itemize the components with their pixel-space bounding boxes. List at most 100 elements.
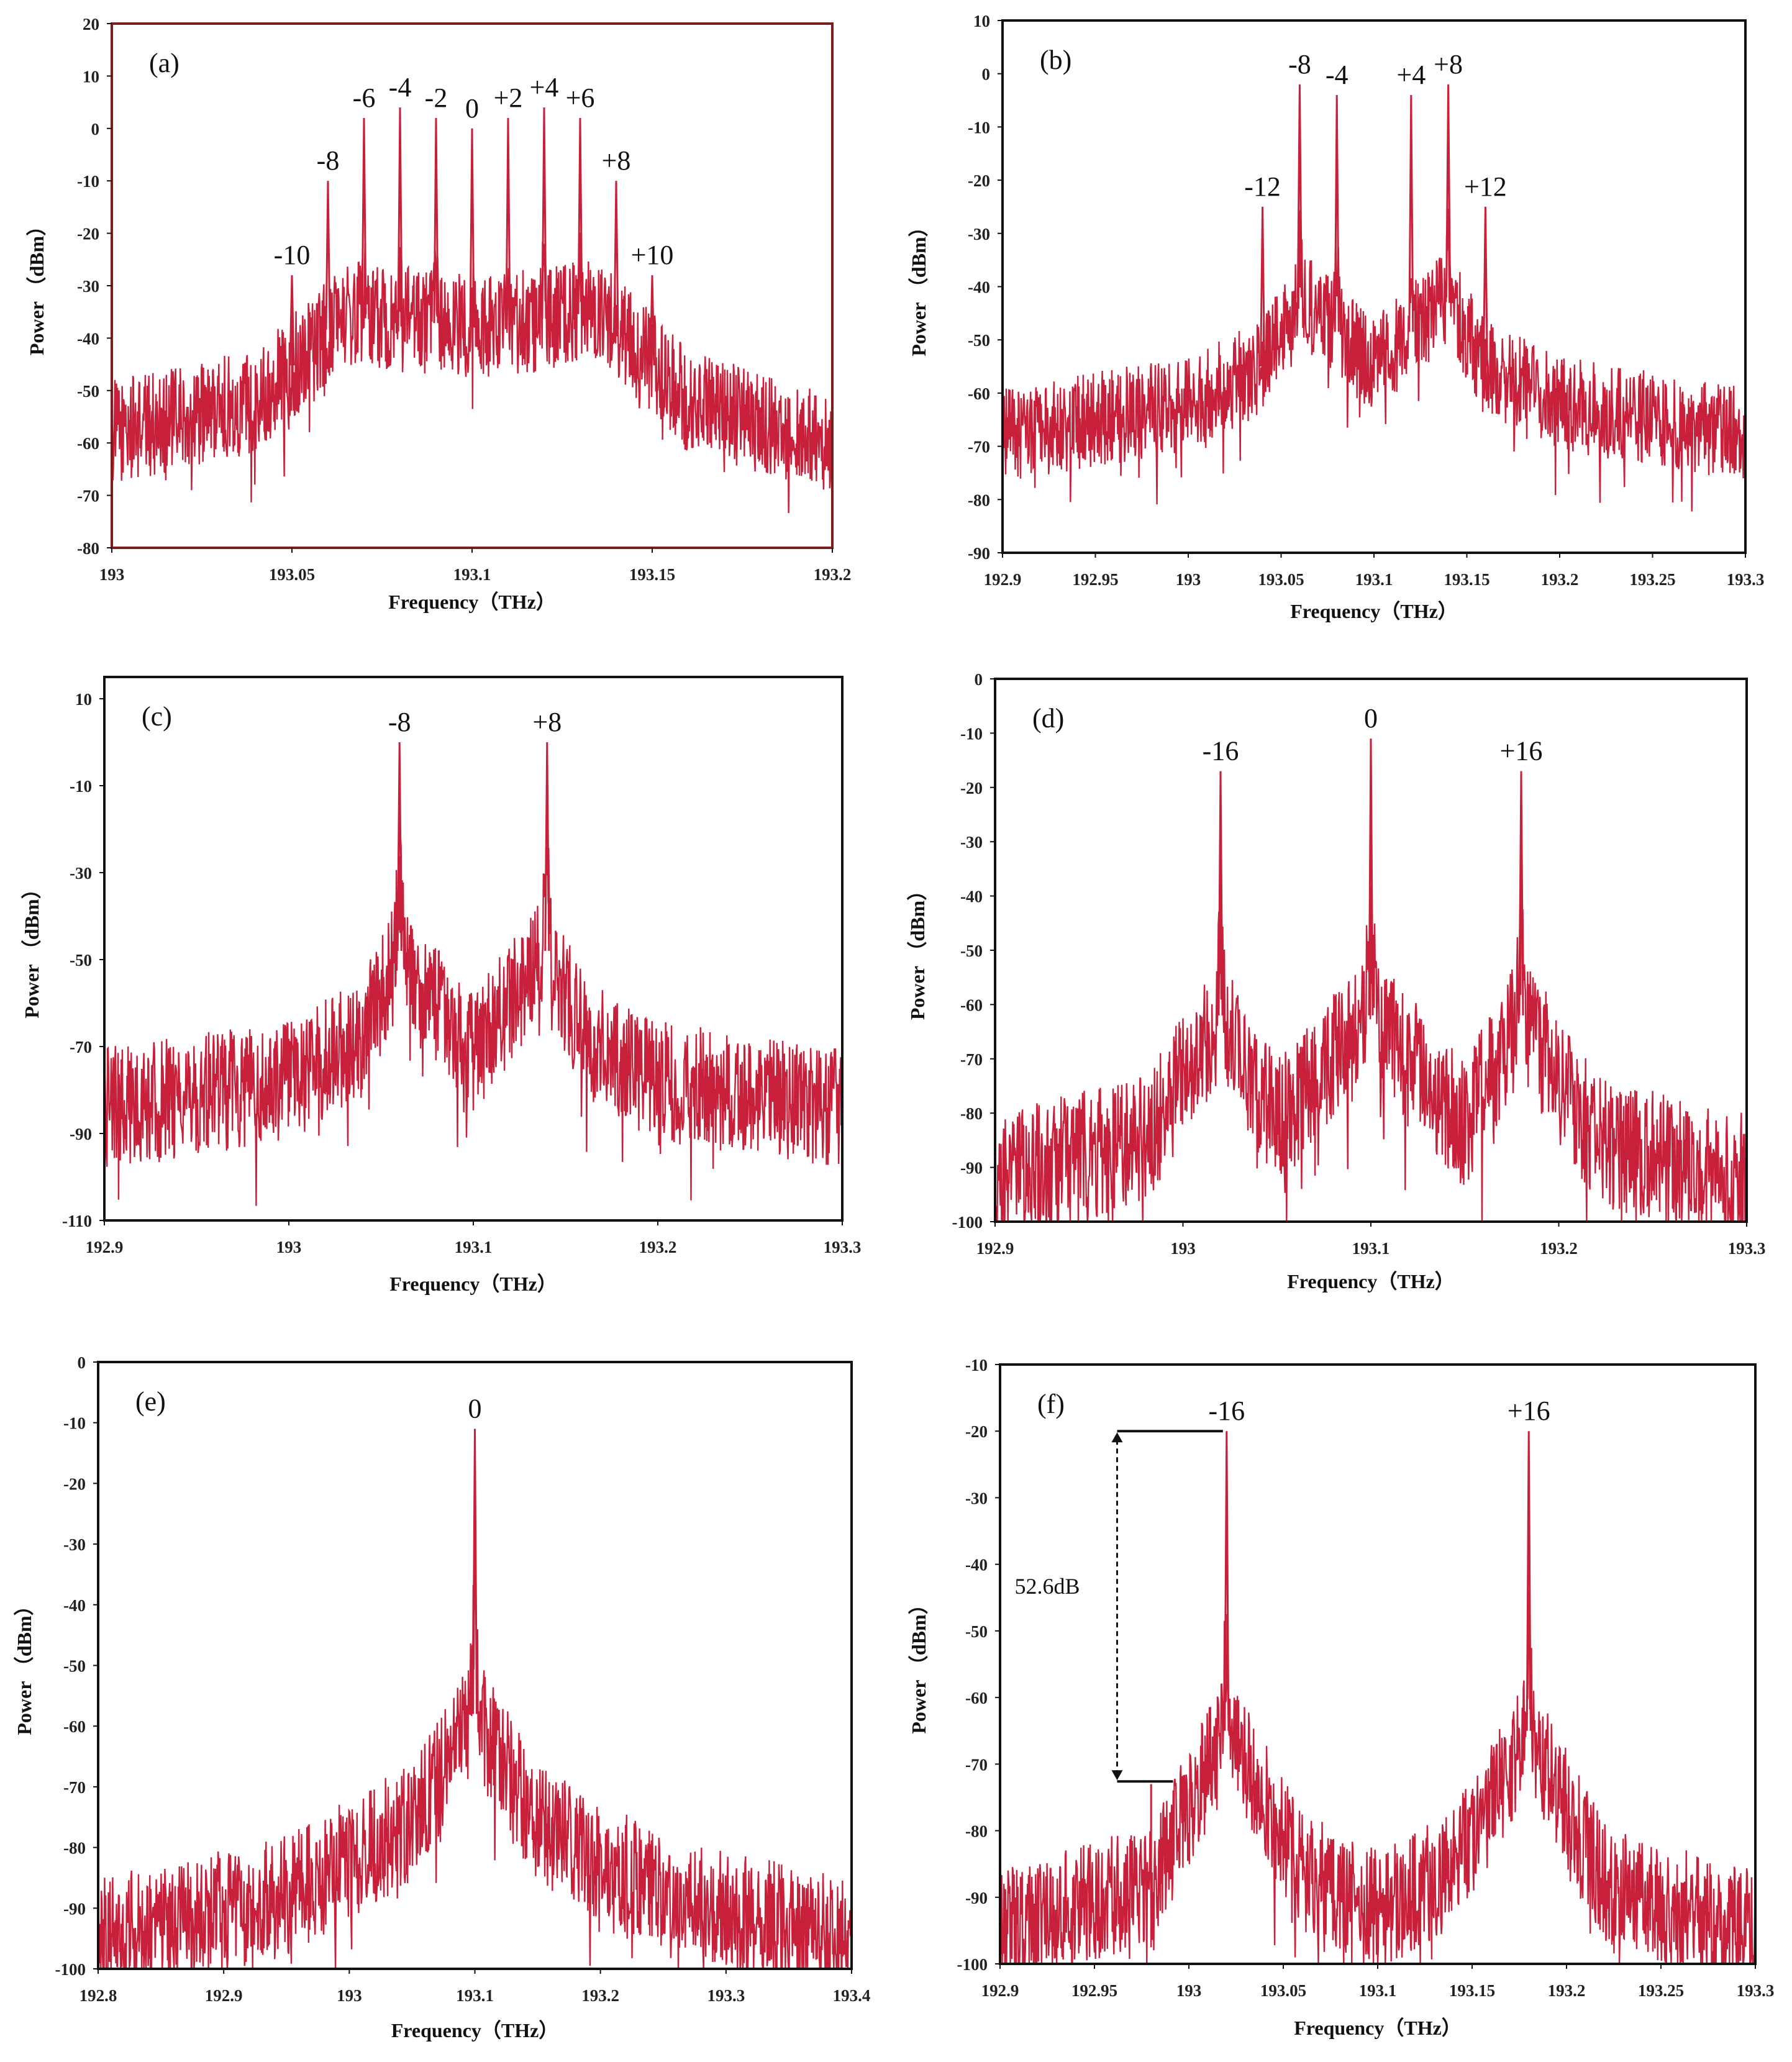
y-tick-label: -50 <box>77 382 99 401</box>
x-tick-label: 193 <box>337 1986 362 2005</box>
y-tick-label: -30 <box>77 277 99 296</box>
spectral-peak <box>649 275 655 366</box>
annotation-text: 52.6dB <box>1014 1574 1080 1599</box>
x-tick-label: 193 <box>276 1238 302 1256</box>
y-axis-label: Power （dBm） <box>20 879 43 1018</box>
y-tick-label: -10 <box>960 724 983 743</box>
spectral-peak <box>1408 94 1414 332</box>
y-axis-label: Power （dBm） <box>13 1596 35 1735</box>
x-tick-label: 193.15 <box>1449 1981 1495 2000</box>
peak-label: +10 <box>631 240 674 270</box>
y-tick-label: -10 <box>63 1414 86 1433</box>
x-tick-label: 193.1 <box>1355 570 1393 589</box>
spectral-peak <box>613 181 619 330</box>
peak-label: +4 <box>530 72 559 102</box>
spectral-peak <box>1260 206 1266 367</box>
spectral-peak <box>1224 1431 1230 1731</box>
x-tick-label: 193.3 <box>707 1986 745 2005</box>
x-tick-label: 193.1 <box>453 565 491 584</box>
x-tick-label: 193.3 <box>1727 570 1765 589</box>
panel-d: 192.9 193 193.1 193.2 193.3-100-90-80-70-60-… <box>906 670 1765 1292</box>
x-tick-label: 193 <box>99 565 125 584</box>
spectral-peak <box>396 742 403 952</box>
y-tick-label: -20 <box>965 1422 988 1441</box>
panel-label: (a) <box>149 48 180 78</box>
y-tick-label: -80 <box>968 491 990 509</box>
spectral-peak <box>541 107 547 319</box>
panel-a: 193 193.05 193.1 193.15 193.2-80-70-60-50-40… <box>25 15 851 613</box>
y-tick-label: -60 <box>965 1689 988 1707</box>
peak-label: +16 <box>1508 1396 1550 1426</box>
peak-label: -8 <box>1288 49 1311 79</box>
y-tick-label: 20 <box>83 15 99 34</box>
peak-label: -4 <box>1326 60 1349 90</box>
spectral-peak <box>1368 738 1374 1015</box>
x-axis-label: Frequency（THz） <box>389 1273 557 1295</box>
x-tick-label: 193.25 <box>1638 1981 1684 2000</box>
x-tick-label: 193.4 <box>833 1986 871 2005</box>
panel-f: 192.9 192.95 193 193.05 193.1 193.15 193.2 193.… <box>907 1356 1774 2039</box>
peak-label: +8 <box>602 145 631 176</box>
x-tick-label: 192.9 <box>86 1238 124 1256</box>
peak-label: +6 <box>566 83 595 113</box>
y-axis-label: Power （dBm） <box>907 217 930 356</box>
spectral-peak <box>1482 206 1488 367</box>
peak-label: +16 <box>1500 736 1543 766</box>
y-tick-label: -100 <box>55 1960 86 1979</box>
y-tick-label: -40 <box>965 1556 988 1574</box>
spectral-peak <box>1217 771 1224 1015</box>
spectral-peak <box>469 128 475 328</box>
spectral-peak <box>397 107 403 319</box>
spectral-peak <box>1296 84 1303 297</box>
spectral-peak <box>1518 771 1524 1015</box>
spectral-peak <box>289 275 295 366</box>
spectral-peak <box>544 742 550 952</box>
x-axis-label: Frequency（THz） <box>391 2019 559 2042</box>
x-tick-label: 193.2 <box>639 1238 677 1256</box>
x-tick-label: 193.05 <box>1260 1981 1306 2000</box>
x-tick-label: 192.9 <box>205 1986 243 2005</box>
x-tick-label: 192.95 <box>1072 570 1118 589</box>
x-axis-label: Frequency（THz） <box>1290 600 1458 622</box>
x-tick-label: 193.2 <box>581 1986 619 2005</box>
y-tick-label: -110 <box>62 1212 92 1230</box>
y-tick-label: -80 <box>965 1822 988 1841</box>
spectral-peak <box>577 117 583 314</box>
x-tick-label: 192.9 <box>981 1981 1019 2000</box>
panel-label: (f) <box>1037 1389 1065 1419</box>
panel-label: (e) <box>135 1386 166 1417</box>
y-tick-label: 0 <box>975 670 983 689</box>
spectrum-trace <box>995 882 1747 1222</box>
y-tick-label: -10 <box>70 777 92 796</box>
y-tick-label: -50 <box>960 942 983 960</box>
y-tick-label: -50 <box>968 331 990 350</box>
y-tick-label: 0 <box>78 1353 86 1372</box>
y-axis-label: Power （dBm） <box>25 216 48 355</box>
y-tick-label: -70 <box>960 1050 983 1069</box>
peak-label: +8 <box>532 707 562 737</box>
x-tick-label: 193 <box>1176 1981 1202 2000</box>
x-tick-label: 193.3 <box>1728 1239 1766 1258</box>
y-tick-label: -40 <box>63 1596 86 1615</box>
y-tick-label: -40 <box>960 888 983 906</box>
y-tick-label: 0 <box>91 120 100 139</box>
x-axis-label: Frequency（THz） <box>1287 1270 1455 1292</box>
y-tick-label: 10 <box>83 67 99 86</box>
spectral-peak <box>1445 84 1452 297</box>
peak-label: -2 <box>425 83 448 113</box>
y-tick-label: -100 <box>957 1955 988 1974</box>
panel-b: 192.9 192.95 193 193.05 193.1 193.15 193.2 193.… <box>907 12 1764 622</box>
y-tick-label: -90 <box>63 1899 86 1918</box>
y-tick-label: -20 <box>77 225 99 243</box>
y-tick-label: -60 <box>960 996 983 1014</box>
y-tick-label: -50 <box>70 951 92 970</box>
y-tick-label: -90 <box>960 1159 983 1178</box>
y-tick-label: -10 <box>77 172 99 191</box>
peak-label: -4 <box>389 72 412 102</box>
x-tick-label: 193.15 <box>629 565 675 584</box>
spectrum-trace <box>112 232 832 514</box>
y-tick-label: 0 <box>982 65 991 84</box>
peak-label: 0 <box>1364 703 1378 734</box>
y-tick-label: -80 <box>63 1839 86 1858</box>
